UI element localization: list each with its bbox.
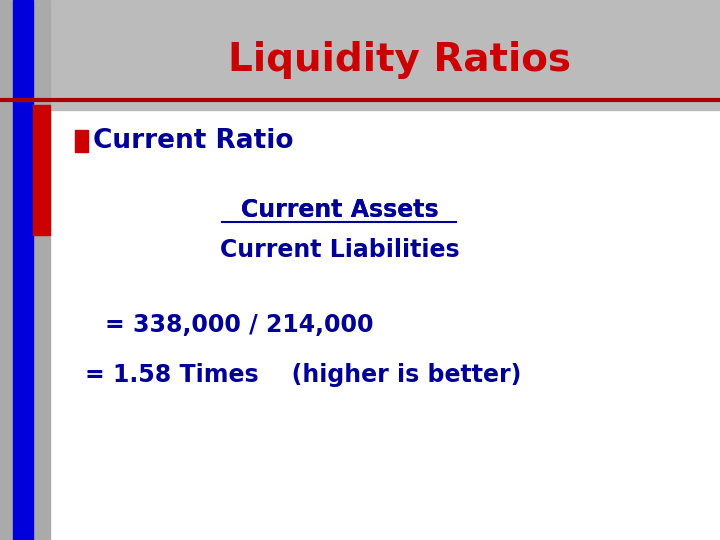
Text: = 1.58 Times    (higher is better): = 1.58 Times (higher is better) <box>85 363 521 387</box>
Bar <box>13 0 33 540</box>
Text: Current Assets: Current Assets <box>241 198 438 222</box>
Text: Current Liabilities: Current Liabilities <box>220 238 460 262</box>
Bar <box>0 0 720 110</box>
Bar <box>0 0 50 540</box>
Text: = 338,000 / 214,000: = 338,000 / 214,000 <box>105 313 374 337</box>
Bar <box>75 130 88 152</box>
Text: Current Assets: Current Assets <box>241 198 438 222</box>
Text: Liquidity Ratios: Liquidity Ratios <box>228 41 572 79</box>
Text: Current Ratio: Current Ratio <box>93 128 294 154</box>
Bar <box>33 105 50 235</box>
